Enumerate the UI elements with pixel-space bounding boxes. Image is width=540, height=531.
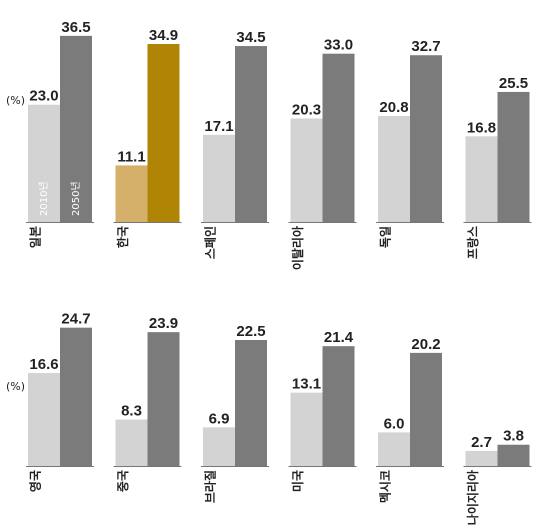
data-label: 16.6 xyxy=(29,356,58,373)
bar-2050 xyxy=(60,35,92,222)
unit-label-bottom: (%) xyxy=(6,380,25,393)
data-label: 20.8 xyxy=(379,99,408,116)
data-label: 22.5 xyxy=(236,323,265,340)
bar-2050 xyxy=(410,55,442,223)
data-label: 8.3 xyxy=(121,403,142,420)
bar-2050 xyxy=(60,327,92,466)
data-label: 34.9 xyxy=(149,27,178,44)
unit-label-top: (%) xyxy=(6,94,25,107)
data-label: 2.7 xyxy=(471,434,492,451)
bar-2010 xyxy=(203,134,235,222)
category-label: 멕시코 xyxy=(378,470,393,503)
category-group: 6.0 20.2 멕시코 xyxy=(376,336,444,503)
bar-2010 xyxy=(203,427,235,466)
bar-2010 xyxy=(290,392,323,466)
data-label: 20.3 xyxy=(292,101,321,118)
bar-2050 xyxy=(147,332,180,466)
category-label: 일본 xyxy=(29,226,43,248)
bar-2050 xyxy=(235,46,267,222)
data-label: 6.0 xyxy=(384,415,405,432)
bar-2050 xyxy=(235,340,267,466)
bar-2010 xyxy=(465,136,498,222)
data-label: 20.2 xyxy=(411,336,440,353)
data-label: 36.5 xyxy=(61,19,90,36)
bar-2010 xyxy=(465,450,498,466)
data-label: 13.1 xyxy=(292,376,321,393)
data-label: 25.5 xyxy=(499,75,528,92)
category-label: 이탈리아 xyxy=(290,226,305,270)
category-group: 20.8 32.7 독일 xyxy=(376,38,444,248)
category-group: 11.1 34.9 한국 xyxy=(113,27,182,248)
category-group: 17.1 34.5 스페인 xyxy=(201,29,269,259)
data-label: 11.1 xyxy=(117,148,145,165)
data-label: 23.0 xyxy=(29,88,58,105)
data-label: 23.9 xyxy=(149,315,178,332)
data-label: 21.4 xyxy=(324,329,354,346)
bar-2010 xyxy=(28,104,60,222)
category-group: 13.1 21.4 미국 xyxy=(288,329,357,492)
bar-2050 xyxy=(410,352,442,466)
category-group: 16.6 24.7 영국 xyxy=(26,311,94,492)
data-label: 32.7 xyxy=(411,38,440,55)
category-label: 나이지리아 xyxy=(465,470,480,525)
category-group: 6.9 22.5 브라질 xyxy=(201,323,269,503)
series-label: 2010년 xyxy=(38,181,50,216)
bar-2010 xyxy=(115,165,148,222)
bar-2010 xyxy=(115,419,148,466)
panel-2: 16.6 24.7 영국 8.3 23.9 중국 6.9 22.5 브라질 13.1 21.4 미국 6… xyxy=(26,311,532,525)
bar-2010 xyxy=(378,115,410,222)
category-label: 영국 xyxy=(28,470,43,492)
category-group: 2.7 3.8 나이지리아 xyxy=(463,428,532,525)
bar-2010 xyxy=(28,373,60,466)
bar-2050 xyxy=(147,44,180,223)
category-label: 브라질 xyxy=(203,470,218,503)
category-group: 16.8 25.5 프랑스 xyxy=(463,75,532,259)
category-label: 프랑스 xyxy=(466,226,480,259)
bar-2050 xyxy=(497,91,530,222)
data-label: 3.8 xyxy=(503,428,524,445)
category-group: 8.3 23.9 중국 xyxy=(113,315,182,492)
data-label: 16.8 xyxy=(467,119,496,136)
bar-2050 xyxy=(322,346,355,466)
series-label: 2050년 xyxy=(70,181,82,216)
category-label: 한국 xyxy=(115,226,130,248)
panel-1: 23.0 36.5 일본 2010년 2050년 11.1 34.9 한국 17.1 34.5 스페… xyxy=(26,19,532,270)
bar-2050 xyxy=(497,444,530,466)
category-group: 20.3 33.0 이탈리아 xyxy=(288,37,357,270)
category-label: 중국 xyxy=(116,470,130,492)
bar-2050 xyxy=(322,53,355,223)
data-label: 24.7 xyxy=(61,311,90,328)
data-label: 6.9 xyxy=(209,410,230,427)
category-label: 미국 xyxy=(290,470,305,492)
data-label: 34.5 xyxy=(236,29,265,46)
data-label: 17.1 xyxy=(204,118,233,135)
category-label: 스페인 xyxy=(203,226,218,259)
category-label: 독일 xyxy=(379,226,393,248)
category-group: 23.0 36.5 일본 2010년 2050년 xyxy=(26,19,94,248)
bar-2010 xyxy=(290,118,323,222)
bar-2010 xyxy=(378,432,410,466)
data-label: 33.0 xyxy=(324,37,353,54)
